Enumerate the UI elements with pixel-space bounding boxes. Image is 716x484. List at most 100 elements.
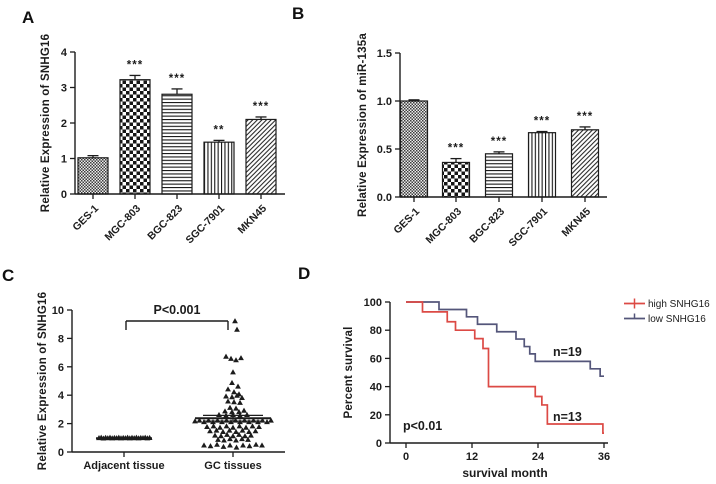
sig-SGC-7901: *** — [534, 116, 550, 128]
n-label-red: n=13 — [553, 410, 582, 424]
cat-label-MKN45: MKN45 — [559, 206, 593, 240]
y-tick-label: 20 — [370, 410, 382, 422]
data-point — [249, 423, 256, 429]
bar-GES-1 — [399, 100, 429, 198]
legend-label-slate: low SNHG16 — [648, 314, 706, 325]
sig-MGC-803: *** — [127, 59, 143, 71]
data-point — [228, 355, 234, 361]
legend-label-red: high SNHG16 — [648, 299, 710, 310]
cat-label-MGC-803: MGC-803 — [102, 203, 143, 244]
y-tick-label: 0 — [58, 447, 64, 459]
y-tick-label: 0.5 — [377, 144, 392, 156]
data-point — [196, 417, 203, 423]
data-point — [223, 393, 229, 399]
data-point — [214, 441, 220, 447]
sig-MKN45: *** — [577, 111, 593, 123]
data-point — [218, 433, 224, 439]
data-point — [230, 424, 236, 430]
data-point — [233, 357, 239, 363]
y-axis-title: Percent survival — [343, 326, 355, 418]
y-tick-label: 1.5 — [377, 48, 392, 60]
y-tick-label: 6 — [58, 362, 64, 374]
x-tick-label: 12 — [466, 451, 478, 463]
y-tick-label: 8 — [58, 333, 64, 345]
data-point — [246, 428, 252, 435]
bar-MKN45 — [245, 118, 277, 195]
panel-b-chart: 0.0 0.5 1.0 1.5 Relative Expression of miR-1… — [357, 33, 607, 249]
bar-BGC-823 — [161, 93, 193, 195]
data-point — [238, 355, 244, 361]
data-point — [259, 442, 265, 448]
sig-MKN45: *** — [253, 101, 269, 113]
bar-SGC-7901 — [527, 132, 557, 198]
y-tick-label: 4 — [58, 390, 65, 402]
y-tick-label: 3 — [61, 83, 67, 95]
y-tick-label: 1 — [61, 154, 67, 166]
bar-SGC-7901 — [203, 141, 235, 195]
panel-a-chart: 0 1 2 3 4 Relative Expression of SNHG16 GES-1 *… — [40, 34, 285, 246]
data-point — [217, 424, 223, 430]
y-tick-label: 2 — [61, 118, 67, 130]
panel-b-label: B — [292, 4, 305, 23]
data-point — [207, 443, 214, 449]
km-curve-slate — [406, 301, 604, 378]
data-point — [233, 444, 240, 450]
data-point — [229, 379, 235, 386]
data-point — [236, 431, 242, 437]
sig-SGC-7901: ** — [214, 124, 225, 136]
data-point — [215, 436, 221, 442]
cat-label-GES-1: GES-1 — [391, 206, 422, 237]
data-point — [242, 433, 248, 439]
y-tick-label: 10 — [52, 305, 64, 317]
data-point — [207, 428, 213, 434]
data-point — [248, 432, 254, 438]
group-label-0: Adjacent tissue — [83, 460, 164, 472]
data-point — [237, 399, 243, 405]
y-tick-label: 60 — [370, 353, 382, 365]
data-point — [222, 408, 228, 414]
sig-BGC-823: *** — [169, 73, 185, 85]
data-point — [229, 394, 235, 400]
data-point — [239, 394, 245, 400]
data-point — [227, 404, 233, 410]
data-point — [232, 318, 238, 324]
data-point — [233, 405, 239, 411]
data-point — [226, 427, 233, 433]
data-point — [236, 423, 243, 429]
cat-label-GES-1: GES-1 — [70, 203, 101, 234]
data-point — [245, 436, 251, 442]
bar-GES-1 — [77, 157, 109, 195]
y-tick-label: 100 — [364, 297, 382, 309]
bar-MGC-803 — [441, 161, 471, 198]
data-point — [212, 432, 218, 438]
data-point — [239, 427, 246, 433]
sig-BGC-823: *** — [491, 136, 507, 148]
km-curve-red — [406, 301, 604, 434]
data-point — [201, 442, 207, 448]
bar-BGC-823 — [484, 153, 514, 198]
y-tick-label: 80 — [370, 325, 382, 337]
cat-label-BGC-823: BGC-823 — [145, 203, 185, 243]
x-tick-label: 24 — [532, 451, 545, 463]
data-point — [231, 399, 237, 405]
data-point — [239, 436, 245, 442]
y-tick-label: 2 — [58, 419, 64, 431]
data-point — [256, 423, 262, 430]
data-point — [230, 433, 236, 439]
y-tick-label: 0 — [376, 438, 382, 450]
data-point — [227, 436, 233, 442]
panel-c-label: C — [2, 266, 15, 285]
panel-d-label: D — [298, 264, 311, 283]
data-point — [231, 389, 237, 395]
panel-d-chart: 0 20 40 60 80 100 0 12 24 36 Percent survival survi… — [343, 297, 710, 480]
data-point — [243, 424, 249, 430]
y-axis-title: Relative Expression of miR-135a — [357, 33, 369, 217]
data-point — [223, 423, 230, 429]
data-point — [225, 398, 231, 404]
data-point — [253, 441, 259, 447]
x-axis-title: survival month — [462, 466, 547, 480]
data-point — [221, 437, 227, 443]
y-axis-title: Relative Expression of SNHG16 — [37, 292, 49, 470]
